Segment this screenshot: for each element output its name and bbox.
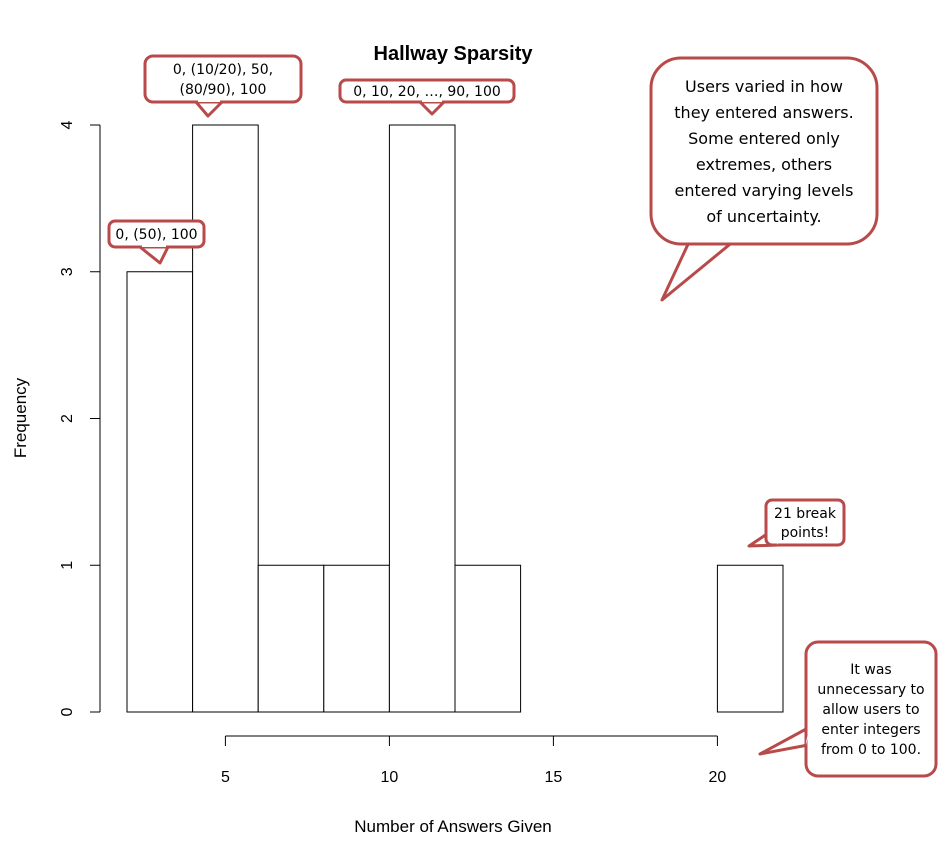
x-tick-label: 20 — [709, 769, 727, 786]
callout-text-line: entered varying levels — [675, 181, 854, 200]
histogram-bar — [454, 564, 522, 713]
callout-text-line: (80/90), 100 — [180, 82, 267, 98]
callout-pointer — [138, 245, 170, 265]
y-tick-label: 4 — [59, 120, 76, 129]
callout-text-line: Users varied in how — [685, 77, 843, 96]
y-tick-label: 2 — [59, 414, 76, 423]
histogram-bar — [388, 124, 456, 713]
histogram-bar — [192, 124, 259, 713]
callout-text-line: 0, (50), 100 — [115, 227, 197, 243]
callout-text-line: 0, 10, 20, …, 90, 100 — [353, 84, 501, 100]
callout-pointer — [758, 726, 810, 756]
callout-pointer — [660, 234, 742, 302]
callout-text-line: from 0 to 100. — [821, 742, 921, 758]
callout-pointer — [194, 100, 224, 118]
callout-bin-2-4: 0, (50), 100 — [107, 219, 206, 265]
callout-text-line: 0, (10/20), 50, — [173, 62, 273, 78]
callout-text-line: It was — [850, 662, 891, 678]
callout-text-line: enter integers — [821, 722, 920, 738]
callout-bin-4-6: 0, (10/20), 50, (80/90), 100 — [143, 54, 303, 118]
callout-text-line: unnecessary to — [817, 682, 924, 698]
callout-users-varied: Users varied in how they entered answers.… — [649, 56, 879, 302]
x-axis: 5 10 15 20 — [221, 735, 727, 786]
histogram-bar — [257, 564, 325, 713]
x-axis-label: Number of Answers Given — [354, 817, 551, 836]
callout-box — [143, 54, 303, 104]
callout-unnecessary: It was unnecessary to allow users to enter … — [758, 640, 938, 778]
x-tick-label: 5 — [221, 769, 230, 786]
chart-title: Hallway Sparsity — [374, 43, 534, 65]
callout-text-line: points! — [781, 525, 830, 541]
callout-text-line: extremes, others — [696, 155, 832, 174]
x-tick-label: 15 — [545, 769, 563, 786]
callout-text-line: allow users to — [822, 702, 919, 718]
x-tick-label: 10 — [381, 769, 399, 786]
callout-text-line: of uncertainty. — [706, 207, 821, 226]
callout-text-line: Some entered only — [688, 129, 840, 148]
callout-box — [764, 498, 846, 547]
callout-box — [649, 56, 879, 246]
callout-text-line: 21 break — [774, 506, 837, 522]
histogram-bar — [126, 271, 194, 713]
y-axis-label: Frequency — [11, 377, 30, 458]
histogram-bar — [323, 564, 390, 713]
callout-text-line: they entered answers. — [674, 103, 853, 122]
callout-box — [804, 640, 938, 778]
y-tick-label: 1 — [59, 561, 76, 570]
histogram-bar — [716, 564, 784, 713]
callout-21-break-points: 21 break points! — [747, 498, 846, 548]
y-tick-label: 3 — [59, 267, 76, 276]
callout-bin-10-12: 0, 10, 20, …, 90, 100 — [338, 78, 516, 116]
y-axis: 0 1 2 3 4 — [59, 120, 101, 716]
y-tick-label: 0 — [59, 707, 76, 716]
callout-pointer — [418, 100, 446, 116]
